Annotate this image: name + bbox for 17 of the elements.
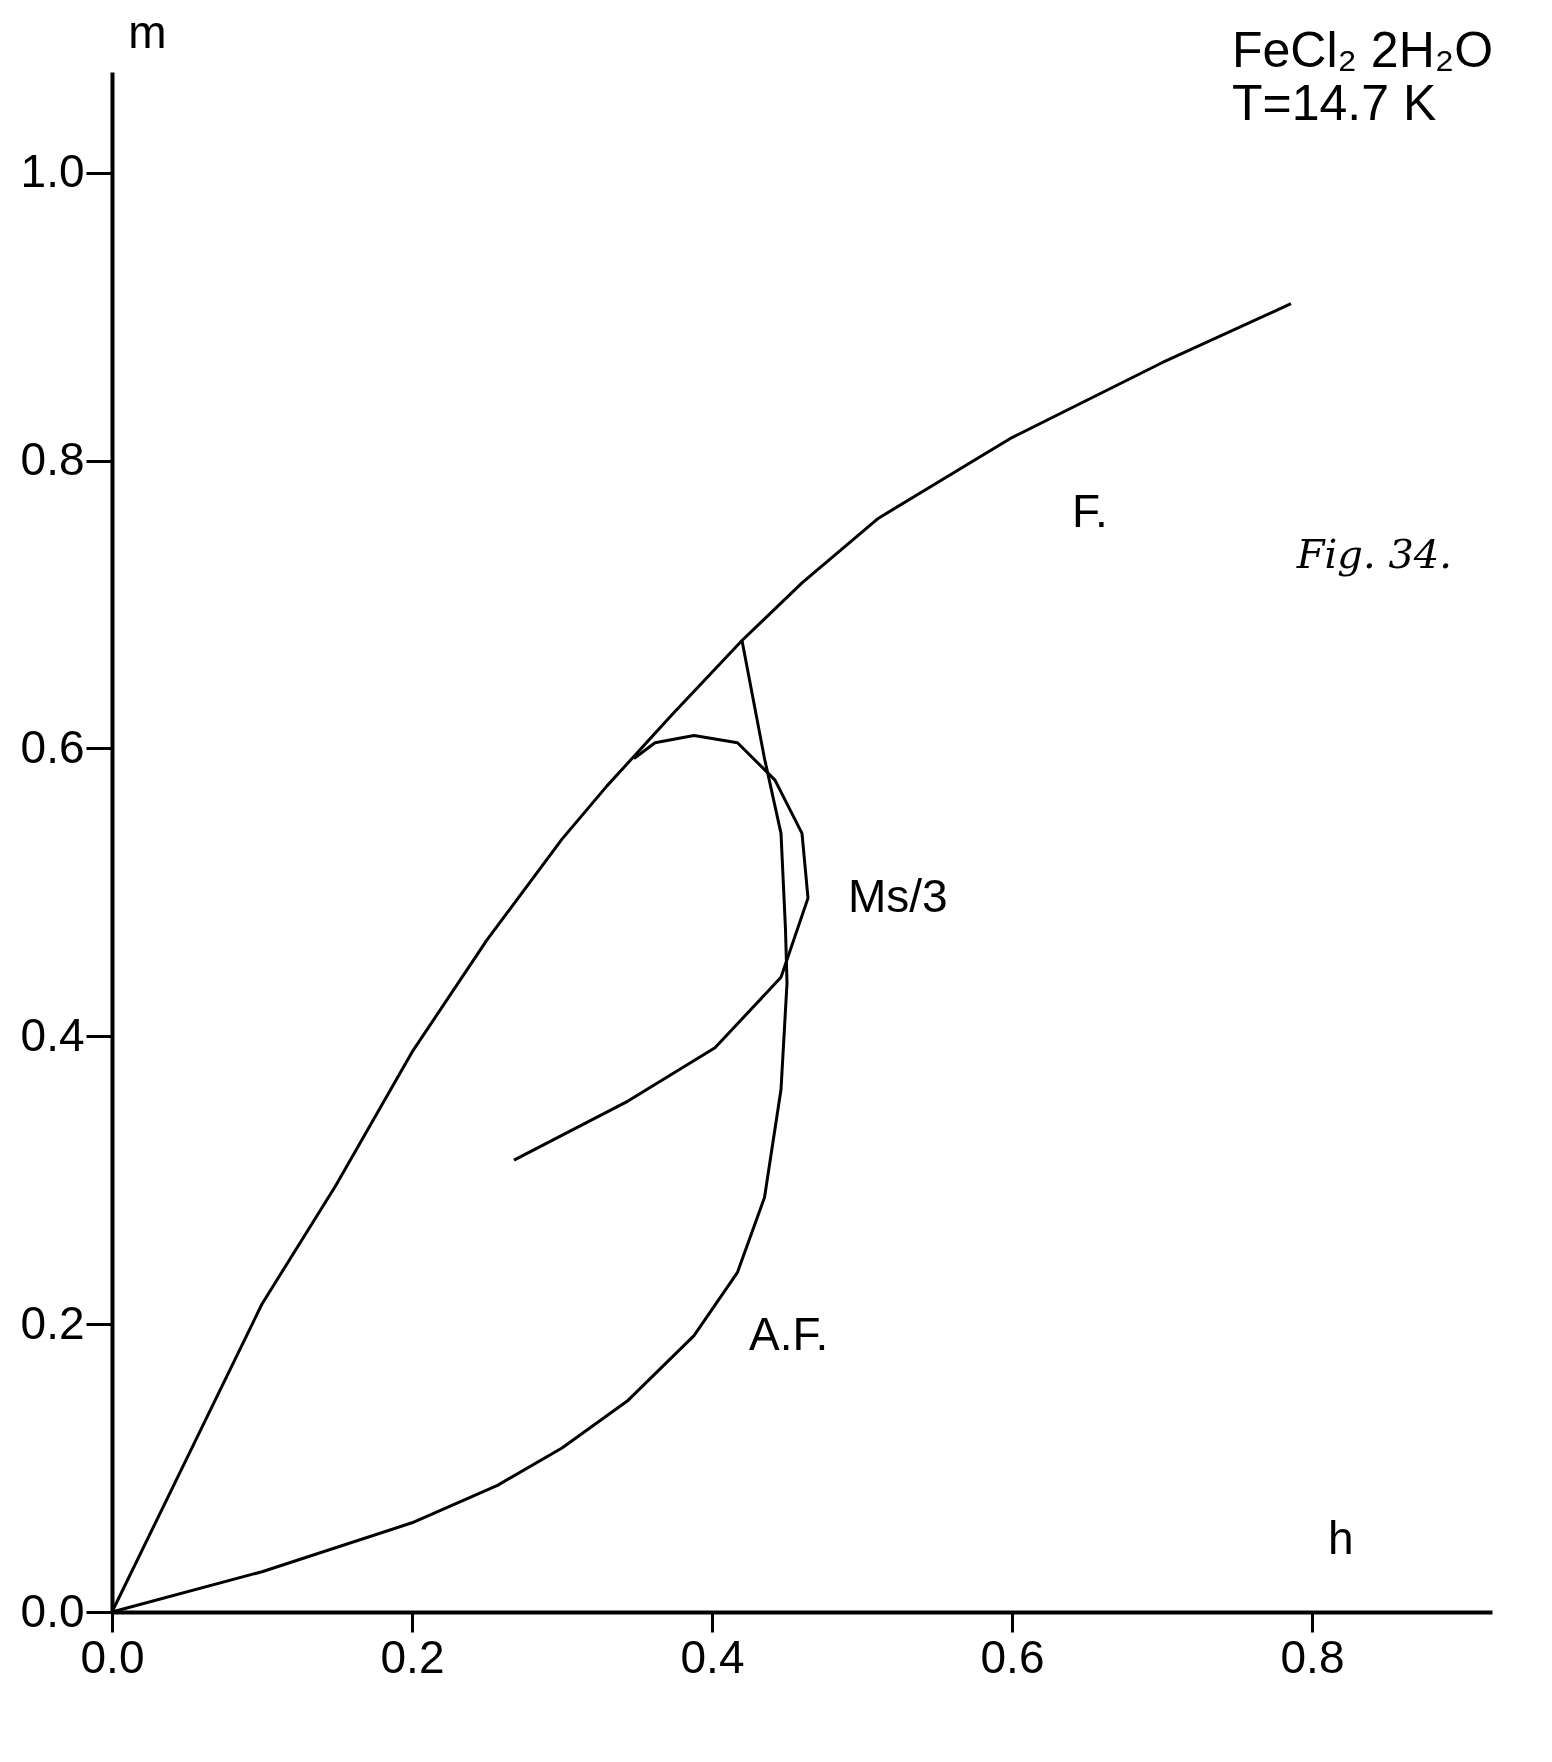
y-tick-label: 0.4 [20, 1008, 85, 1061]
chart-subtitle: T=14.7 K [1232, 75, 1437, 131]
annotation: Fig. 34. [1295, 530, 1452, 577]
y-axis-title: m [128, 5, 167, 58]
y-tick-label: 0.2 [20, 1296, 85, 1349]
x-tick-label: 0.4 [680, 1630, 745, 1683]
chart-title: FeCl₂ 2H₂O [1232, 22, 1494, 78]
y-tick-label: 0.6 [20, 720, 85, 773]
series-label: Ms/3 [848, 870, 948, 923]
y-tick-label: 0.8 [20, 433, 85, 486]
x-tick-label: 0.8 [1280, 1630, 1345, 1683]
series-label: A.F. [749, 1307, 829, 1360]
y-tick-label: 1.0 [20, 145, 85, 198]
series-label: F. [1072, 484, 1108, 537]
x-tick-label: 0.2 [380, 1630, 445, 1683]
x-axis-title: h [1327, 1511, 1354, 1564]
x-tick-label: 0.6 [980, 1630, 1045, 1683]
